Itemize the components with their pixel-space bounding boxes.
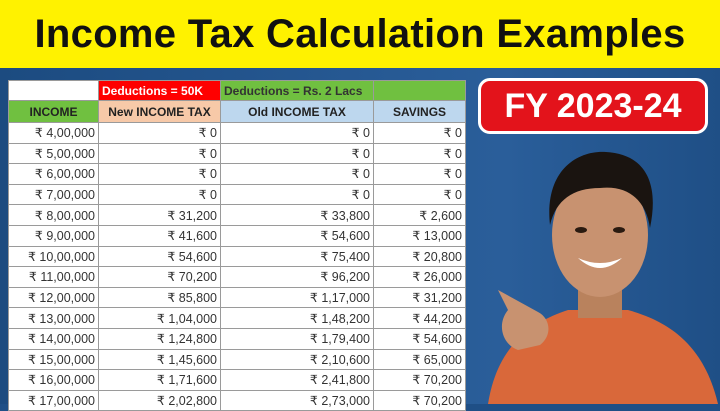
header-savings: SAVINGS <box>373 100 466 123</box>
cell-income: ₹ 8,00,000 <box>8 204 99 226</box>
cell-savings: ₹ 13,000 <box>373 224 466 247</box>
cell-new-tax: ₹ 1,04,000 <box>98 307 221 329</box>
cell-savings: ₹ 20,800 <box>373 245 466 268</box>
table-row: ₹ 13,00,000 ₹ 1,04,000 ₹ 1,48,200 ₹ 44,200 <box>8 307 466 329</box>
presenter-photo <box>488 151 718 404</box>
cell-income: ₹ 16,00,000 <box>8 369 99 391</box>
cell-new-tax: ₹ 1,71,600 <box>98 369 221 391</box>
cell-old-tax: ₹ 0 <box>220 183 374 206</box>
table-row: ₹ 10,00,000 ₹ 54,600 ₹ 75,400 ₹ 20,800 <box>8 245 466 268</box>
group-header-empty <box>8 80 99 101</box>
cell-old-tax: ₹ 75,400 <box>220 245 374 268</box>
group-header-row: Deductions = 50K Deductions = Rs. 2 Lacs <box>8 80 466 101</box>
cell-new-tax: ₹ 85,800 <box>98 286 221 309</box>
cell-old-tax: ₹ 0 <box>220 142 374 165</box>
cell-income: ₹ 9,00,000 <box>8 224 99 247</box>
table-row: ₹ 12,00,000 ₹ 85,800 ₹ 1,17,000 ₹ 31,200 <box>8 286 466 309</box>
cell-new-tax: ₹ 1,24,800 <box>98 327 221 350</box>
table-row: ₹ 11,00,000 ₹ 70,200 ₹ 96,200 ₹ 26,000 <box>8 266 466 288</box>
cell-new-tax: ₹ 0 <box>98 183 221 206</box>
cell-old-tax: ₹ 1,17,000 <box>220 286 374 309</box>
cell-new-tax: ₹ 0 <box>98 142 221 165</box>
table-row: ₹ 4,00,000 ₹ 0 ₹ 0 ₹ 0 <box>8 122 466 144</box>
table-row: ₹ 6,00,000 ₹ 0 ₹ 0 ₹ 0 <box>8 163 466 185</box>
table-row: ₹ 9,00,000 ₹ 41,600 ₹ 54,600 ₹ 13,000 <box>8 224 466 247</box>
cell-old-tax: ₹ 2,10,600 <box>220 348 374 371</box>
cell-old-tax: ₹ 0 <box>220 163 374 185</box>
cell-old-tax: ₹ 96,200 <box>220 266 374 288</box>
cell-savings: ₹ 26,000 <box>373 266 466 288</box>
cell-income: ₹ 17,00,000 <box>8 389 99 411</box>
cell-income: ₹ 6,00,000 <box>8 163 99 185</box>
table-row: ₹ 17,00,000 ₹ 2,02,800 ₹ 2,73,000 ₹ 70,200 <box>8 389 466 411</box>
cell-old-tax: ₹ 1,48,200 <box>220 307 374 329</box>
eye-left <box>575 227 587 233</box>
cell-old-tax: ₹ 33,800 <box>220 204 374 226</box>
header-row: INCOME New INCOME TAX Old INCOME TAX SAV… <box>8 100 466 123</box>
smile <box>578 258 622 268</box>
cell-new-tax: ₹ 41,600 <box>98 224 221 247</box>
cell-old-tax: ₹ 2,73,000 <box>220 389 374 411</box>
cell-savings: ₹ 44,200 <box>373 307 466 329</box>
header-income: INCOME <box>8 100 99 123</box>
cell-new-tax: ₹ 0 <box>98 163 221 185</box>
cell-old-tax: ₹ 2,41,800 <box>220 369 374 391</box>
table-row: ₹ 16,00,000 ₹ 1,71,600 ₹ 2,41,800 ₹ 70,200 <box>8 369 466 391</box>
cell-savings: ₹ 70,200 <box>373 389 466 411</box>
tax-table: Deductions = 50K Deductions = Rs. 2 Lacs… <box>8 80 466 411</box>
cell-savings: ₹ 0 <box>373 142 466 165</box>
header-new-tax: New INCOME TAX <box>98 100 221 123</box>
cell-new-tax: ₹ 0 <box>98 122 221 144</box>
cell-new-tax: ₹ 2,02,800 <box>98 389 221 411</box>
table-row: ₹ 8,00,000 ₹ 31,200 ₹ 33,800 ₹ 2,600 <box>8 204 466 226</box>
cell-income: ₹ 10,00,000 <box>8 245 99 268</box>
pointing-hand <box>498 290 549 350</box>
cell-new-tax: ₹ 31,200 <box>98 204 221 226</box>
hair <box>549 151 653 228</box>
cell-savings: ₹ 54,600 <box>373 327 466 350</box>
cell-income: ₹ 12,00,000 <box>8 286 99 309</box>
cell-new-tax: ₹ 1,45,600 <box>98 348 221 371</box>
cell-income: ₹ 14,00,000 <box>8 327 99 350</box>
cell-old-tax: ₹ 0 <box>220 122 374 144</box>
cell-income: ₹ 7,00,000 <box>8 183 99 206</box>
cell-income: ₹ 4,00,000 <box>8 122 99 144</box>
title-banner: Income Tax Calculation Examples <box>0 0 720 68</box>
cell-savings: ₹ 2,600 <box>373 204 466 226</box>
cell-old-tax: ₹ 1,79,400 <box>220 327 374 350</box>
eye-right <box>613 227 625 233</box>
cell-savings: ₹ 0 <box>373 163 466 185</box>
cell-income: ₹ 5,00,000 <box>8 142 99 165</box>
cell-savings: ₹ 65,000 <box>373 348 466 371</box>
group-header-new: Deductions = 50K <box>98 80 221 101</box>
cell-savings: ₹ 31,200 <box>373 286 466 309</box>
cell-income: ₹ 13,00,000 <box>8 307 99 329</box>
fy-badge: FY 2023-24 <box>478 78 708 134</box>
cell-new-tax: ₹ 70,200 <box>98 266 221 288</box>
cell-income: ₹ 11,00,000 <box>8 266 99 288</box>
cell-income: ₹ 15,00,000 <box>8 348 99 371</box>
cell-new-tax: ₹ 54,600 <box>98 245 221 268</box>
cell-savings: ₹ 0 <box>373 183 466 206</box>
table-row: ₹ 14,00,000 ₹ 1,24,800 ₹ 1,79,400 ₹ 54,600 <box>8 327 466 350</box>
header-old-tax: Old INCOME TAX <box>220 100 374 123</box>
cell-old-tax: ₹ 54,600 <box>220 224 374 247</box>
face <box>552 173 648 297</box>
table-row: ₹ 5,00,000 ₹ 0 ₹ 0 ₹ 0 <box>8 142 466 165</box>
group-header-savings <box>373 80 466 101</box>
group-header-old: Deductions = Rs. 2 Lacs <box>220 80 374 101</box>
table-row: ₹ 15,00,000 ₹ 1,45,600 ₹ 2,10,600 ₹ 65,000 <box>8 348 466 371</box>
title: Income Tax Calculation Examples <box>34 11 686 56</box>
table-row: ₹ 7,00,000 ₹ 0 ₹ 0 ₹ 0 <box>8 183 466 206</box>
cell-savings: ₹ 0 <box>373 122 466 144</box>
cell-savings: ₹ 70,200 <box>373 369 466 391</box>
